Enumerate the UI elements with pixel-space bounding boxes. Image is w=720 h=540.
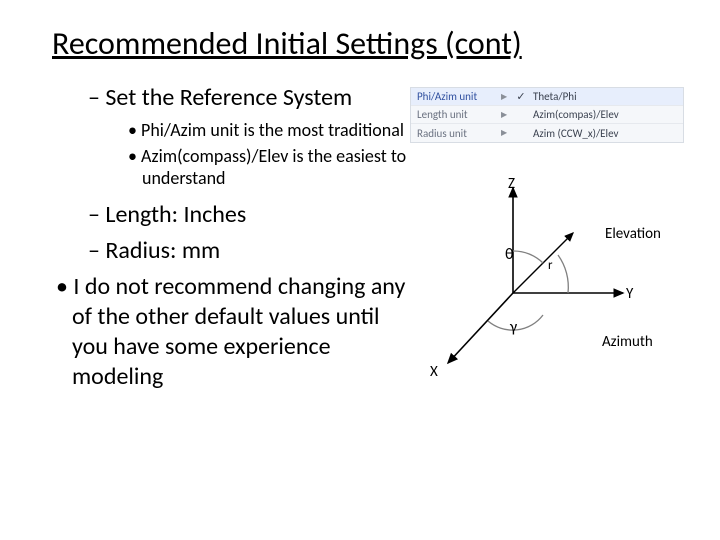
content-area: Set the Reference System Phi/Azim unit i… bbox=[0, 63, 720, 393]
y-axis-label: Y bbox=[626, 285, 633, 303]
slide-title: Recommended Initial Settings (cont) bbox=[0, 0, 720, 63]
menu-left-label: Phi/Azim unit bbox=[417, 90, 495, 103]
z-axis-label: Z bbox=[508, 175, 515, 193]
submenu-arrow-icon: ▶ bbox=[501, 110, 509, 120]
radius-item: Radius: mm bbox=[88, 236, 410, 266]
no-recommend-item: I do not recommend changing any of the o… bbox=[72, 272, 410, 392]
gamma-label: γ bbox=[510, 318, 517, 337]
menu-row-phi-azim[interactable]: Phi/Azim unit ▶ ✓ Theta/Phi bbox=[411, 88, 683, 106]
sub-bullet-group: Phi/Azim unit is the most traditional Az… bbox=[88, 119, 410, 190]
submenu-arrow-icon: ▶ bbox=[501, 128, 509, 138]
context-menu: Phi/Azim unit ▶ ✓ Theta/Phi Length unit … bbox=[410, 87, 684, 143]
elevation-label: Elevation bbox=[605, 225, 661, 243]
azimuth-label: Azimuth bbox=[602, 333, 653, 351]
axis-diagram: r Z Y X θ γ Elevation Azimuth bbox=[410, 173, 684, 393]
set-reference-item: Set the Reference System bbox=[88, 83, 410, 113]
figure-column: Phi/Azim unit ▶ ✓ Theta/Phi Length unit … bbox=[410, 83, 700, 393]
menu-option-label: Azim(compas)/Elev bbox=[533, 108, 677, 121]
menu-row-radius[interactable]: Radius unit ▶ Azim (CCW_x)/Elev bbox=[411, 124, 683, 142]
menu-option-label: Theta/Phi bbox=[533, 90, 677, 103]
menu-left-label: Radius unit bbox=[417, 127, 495, 140]
submenu-arrow-icon: ▶ bbox=[501, 92, 509, 102]
axes-svg: r bbox=[418, 173, 678, 383]
svg-text:r: r bbox=[548, 258, 553, 273]
menu-option-label: Azim (CCW_x)/Elev bbox=[533, 127, 677, 140]
menu-row-length[interactable]: Length unit ▶ Azim(compas)/Elev bbox=[411, 106, 683, 124]
text-column: Set the Reference System Phi/Azim unit i… bbox=[0, 83, 410, 393]
x-axis-label: X bbox=[430, 363, 438, 381]
phi-azim-note: Phi/Azim unit is the most traditional bbox=[128, 119, 410, 142]
check-icon: ✓ bbox=[515, 90, 527, 103]
theta-label: θ bbox=[505, 245, 514, 264]
azim-elev-note: Azim(compass)/Elev is the easiest to und… bbox=[128, 145, 410, 190]
length-item: Length: Inches bbox=[88, 200, 410, 230]
menu-left-label: Length unit bbox=[417, 108, 495, 121]
